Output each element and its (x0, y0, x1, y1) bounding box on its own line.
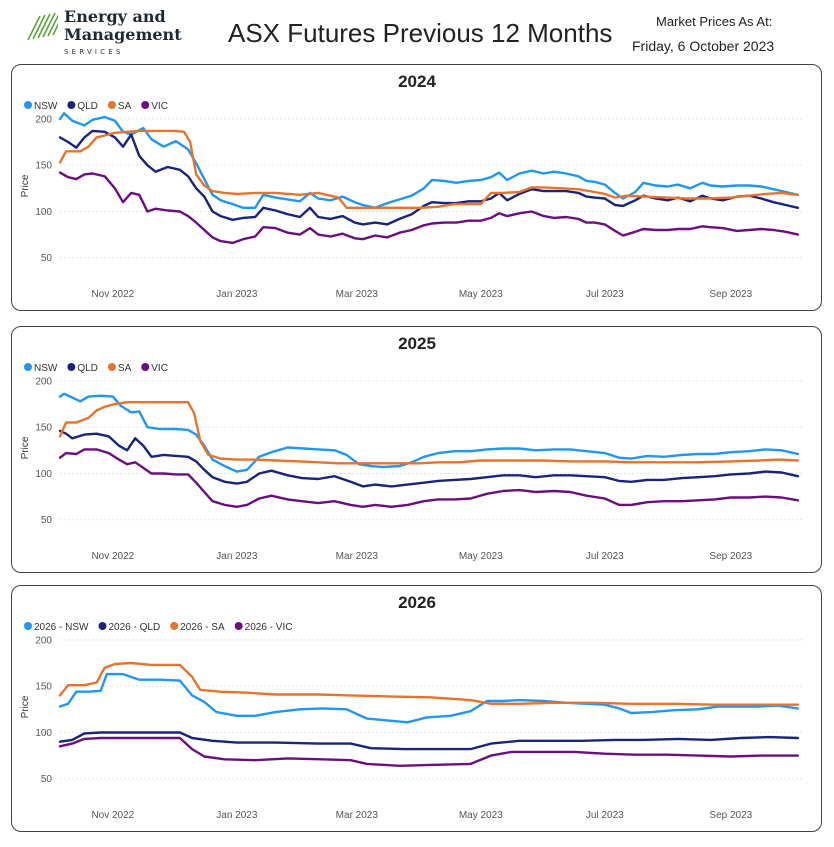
logo-hatch-line (47, 14, 58, 37)
legend-marker (67, 363, 76, 371)
page-title: ASX Futures Previous 12 Months (228, 18, 613, 48)
legend-marker (141, 363, 150, 371)
legend-label: NSW (34, 101, 58, 112)
x-tick-label: Jan 2023 (216, 551, 258, 562)
x-tick-label: Jul 2023 (586, 551, 624, 562)
x-tick-label: Nov 2022 (91, 810, 134, 821)
legend-label: VIC (151, 101, 168, 112)
y-tick-label: 100 (35, 728, 52, 739)
series-line-nsw (58, 112, 800, 210)
series-line-sa (58, 400, 800, 465)
company-logo: Energy and Management SERVICES (22, 6, 222, 60)
series-line-2026-nsw (58, 672, 800, 724)
legend-label: SA (118, 363, 132, 374)
y-tick-label: 200 (35, 376, 52, 387)
chart-panel-2025: 2025 NSW QLD SA VIC 50 100 150 200 Price Nov 2022 J… (11, 326, 822, 573)
y-axis-title: Price (20, 436, 31, 459)
chart-title: 2026 (398, 593, 436, 612)
series-line-2026-qld (58, 731, 800, 751)
legend-marker (107, 363, 116, 371)
legend-label: 2026 - VIC (245, 622, 293, 633)
legend-marker (24, 101, 32, 109)
legend-marker (141, 101, 150, 109)
chart-2025: 2025 NSW QLD SA VIC 50 100 150 200 Price Nov 2022 J… (20, 334, 802, 562)
legend-marker (67, 101, 76, 109)
leaf-lines-icon (27, 12, 58, 41)
y-axis-title: Price (20, 174, 31, 197)
y-tick-label: 50 (41, 774, 53, 785)
brand-name-line2: Management (64, 25, 182, 44)
x-tick-label: Jul 2023 (586, 289, 624, 300)
chart-panel-2026: 2026 2026 - NSW 2026 - QLD 2026 - SA 2026 - … (11, 585, 822, 832)
legend-label: 2026 - QLD (108, 622, 160, 633)
logo-hatch-line (42, 12, 56, 38)
legend-label: NSW (34, 363, 58, 374)
legend-label: VIC (151, 363, 168, 374)
market-prices-label: Market Prices As At: (656, 14, 773, 29)
legend-marker (234, 622, 243, 630)
legend-marker (170, 622, 179, 630)
legend-label: QLD (77, 101, 98, 112)
x-tick-label: Nov 2022 (91, 551, 134, 562)
x-tick-label: Jan 2023 (216, 810, 258, 821)
legend-marker (107, 101, 116, 109)
y-tick-label: 100 (35, 469, 52, 480)
y-tick-label: 200 (35, 635, 52, 646)
legend-label: SA (118, 101, 132, 112)
x-tick-label: May 2023 (459, 810, 503, 821)
series-line-nsw (58, 392, 800, 473)
series-line-2026-vic (58, 736, 800, 768)
x-tick-label: May 2023 (459, 551, 503, 562)
series-line-vic (58, 448, 800, 509)
x-tick-label: Jan 2023 (216, 289, 258, 300)
legend-label: 2026 - NSW (34, 622, 89, 633)
y-axis-title: Price (20, 695, 31, 718)
y-tick-label: 150 (35, 161, 52, 172)
legend-label: 2026 - SA (180, 622, 225, 633)
x-tick-label: May 2023 (459, 289, 503, 300)
series-line-sa (58, 129, 800, 210)
series-line-qld (58, 129, 800, 226)
chart-panel-2024: 2024 NSW QLD SA VIC 50 100 150 200 Price Nov 2022 J… (11, 64, 822, 311)
series-line-vic (58, 171, 800, 245)
legend-marker (24, 622, 32, 630)
x-tick-label: Sep 2023 (709, 289, 752, 300)
y-tick-label: 150 (35, 423, 52, 434)
x-tick-label: Sep 2023 (709, 551, 752, 562)
y-tick-label: 200 (35, 114, 52, 125)
x-tick-label: Mar 2023 (336, 289, 379, 300)
y-tick-label: 50 (41, 515, 53, 526)
chart-2024: 2024 NSW QLD SA VIC 50 100 150 200 Price Nov 2022 J… (20, 72, 802, 300)
brand-name-line1: Energy and (64, 7, 166, 26)
legend-marker (24, 363, 32, 371)
x-tick-label: Jul 2023 (586, 810, 624, 821)
market-prices-date: Friday, 6 October 2023 (632, 38, 775, 54)
logo-hatch-line (27, 15, 41, 41)
report-header: Energy and Management SERVICES ASX Futur… (0, 0, 834, 62)
logo-hatch-line (32, 14, 46, 40)
y-tick-label: 100 (35, 207, 52, 218)
chart-title: 2025 (398, 334, 436, 353)
series-line-qld (58, 429, 800, 488)
chart-title: 2024 (398, 72, 436, 91)
x-tick-label: Nov 2022 (91, 289, 134, 300)
brand-subtitle: SERVICES (64, 48, 124, 56)
x-tick-label: Mar 2023 (336, 810, 379, 821)
logo-hatch-line (52, 23, 58, 36)
x-tick-label: Mar 2023 (336, 551, 379, 562)
x-tick-label: Sep 2023 (709, 810, 752, 821)
logo-hatch-line (37, 13, 51, 39)
y-tick-label: 50 (41, 253, 53, 264)
legend-marker (98, 622, 107, 630)
chart-2026: 2026 2026 - NSW 2026 - QLD 2026 - SA 2026 - … (20, 593, 802, 821)
y-tick-label: 150 (35, 682, 52, 693)
series-line-2026-sa (58, 661, 800, 706)
legend-label: QLD (77, 363, 98, 374)
